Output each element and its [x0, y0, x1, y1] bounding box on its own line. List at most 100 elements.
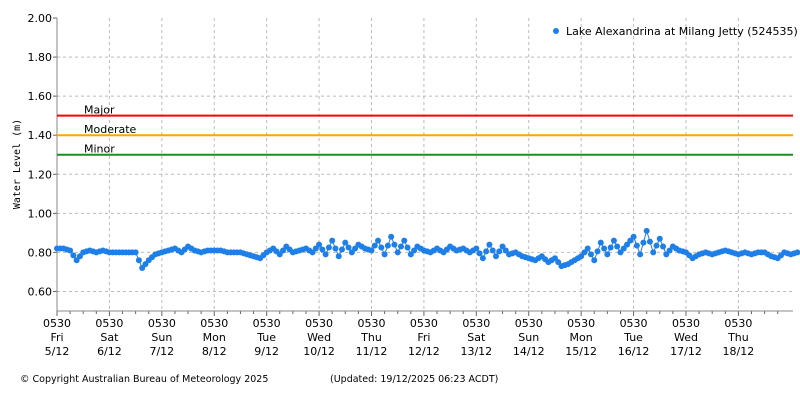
x-tick-time: 0530 [724, 317, 752, 330]
data-point [342, 239, 349, 246]
data-point [391, 241, 398, 248]
data-point [633, 242, 640, 249]
x-tick-day: Thu [360, 331, 382, 344]
x-tick-time: 0530 [95, 317, 123, 330]
data-point [630, 233, 637, 240]
y-tick-label: 1.40 [28, 129, 53, 142]
x-tick-time: 0530 [253, 317, 281, 330]
x-tick-date: 13/12 [460, 345, 492, 358]
x-tick-day: Fri [50, 331, 63, 344]
data-point [591, 257, 598, 264]
y-tick-label: 0.80 [28, 246, 53, 259]
x-tick-time: 0530 [305, 317, 333, 330]
x-tick-time: 0530 [672, 317, 700, 330]
x-tick-day: Thu [727, 331, 749, 344]
data-point [67, 247, 74, 254]
x-tick-time: 0530 [567, 317, 595, 330]
data-point [594, 248, 601, 255]
x-tick-date: 17/12 [670, 345, 702, 358]
data-point [604, 251, 611, 258]
x-tick-date: 16/12 [618, 345, 650, 358]
x-tick-day: Mon [203, 331, 226, 344]
threshold-label-moderate: Moderate [84, 123, 137, 136]
x-tick-date: 12/12 [408, 345, 440, 358]
x-tick-date: 5/12 [45, 345, 70, 358]
updated-text: (Updated: 19/12/2025 06:23 ACDT) [330, 374, 499, 385]
y-tick-label: 1.20 [28, 168, 53, 181]
data-point [656, 235, 663, 242]
x-tick-date: 15/12 [565, 345, 597, 358]
data-point [70, 252, 77, 259]
x-tick-day: Sat [100, 331, 119, 344]
data-point [322, 251, 329, 258]
data-point [401, 237, 408, 244]
data-point [496, 248, 503, 255]
data-point [587, 251, 594, 258]
x-tick-date: 7/12 [149, 345, 174, 358]
data-point [132, 249, 139, 256]
data-point [486, 241, 493, 248]
x-tick-time: 0530 [462, 317, 490, 330]
x-tick-day: Sun [151, 331, 172, 344]
data-point [794, 249, 800, 256]
x-tick-day: Sun [518, 331, 539, 344]
data-point [637, 251, 644, 258]
data-point [404, 244, 411, 251]
threshold-label-major: Major [84, 104, 115, 117]
data-point [368, 247, 375, 254]
data-point [319, 246, 326, 253]
y-tick-label: 2.00 [28, 12, 53, 25]
x-tick-day: Tue [256, 331, 276, 344]
data-point [381, 251, 388, 258]
x-tick-time: 0530 [515, 317, 543, 330]
data-point [653, 242, 660, 249]
y-tick-label: 0.60 [28, 285, 53, 298]
y-tick-label: 1.80 [28, 51, 53, 64]
data-point [473, 245, 480, 252]
data-point [339, 246, 346, 253]
data-point [643, 227, 650, 234]
x-tick-time: 0530 [148, 317, 176, 330]
data-point [325, 244, 332, 251]
x-tick-day: Fri [417, 331, 430, 344]
x-tick-time: 0530 [620, 317, 648, 330]
data-point [650, 249, 657, 256]
copyright-text: © Copyright Australian Bureau of Meteoro… [20, 374, 269, 385]
data-point [489, 247, 496, 254]
x-tick-time: 0530 [357, 317, 385, 330]
data-point [332, 245, 339, 252]
data-point [384, 242, 391, 249]
data-point [597, 239, 604, 246]
threshold-label-minor: Minor [84, 143, 115, 156]
x-tick-day: Wed [674, 331, 698, 344]
data-point [614, 243, 621, 250]
data-point [646, 238, 653, 245]
x-tick-time: 0530 [200, 317, 228, 330]
data-point [492, 253, 499, 260]
y-tick-label: 1.00 [28, 207, 53, 220]
data-point [375, 237, 382, 244]
data-point [483, 248, 490, 255]
data-point [345, 244, 352, 251]
y-axis-label: Water Level (m) [12, 119, 23, 209]
data-point [610, 237, 617, 244]
data-point [479, 255, 486, 262]
x-tick-date: 8/12 [202, 345, 227, 358]
x-tick-date: 11/12 [356, 345, 388, 358]
x-tick-time: 0530 [43, 317, 71, 330]
data-point [607, 244, 614, 251]
data-point [601, 245, 608, 252]
data-point [135, 257, 142, 264]
data-point [476, 250, 483, 257]
data-point [371, 242, 378, 249]
y-tick-label: 1.60 [28, 90, 53, 103]
data-point [640, 239, 647, 246]
legend-marker [553, 28, 559, 34]
data-point [660, 243, 667, 250]
x-tick-day: Tue [623, 331, 643, 344]
data-point [397, 243, 404, 250]
x-tick-date: 9/12 [254, 345, 279, 358]
data-point [316, 241, 323, 248]
data-point [378, 244, 385, 251]
x-tick-date: 18/12 [723, 345, 755, 358]
